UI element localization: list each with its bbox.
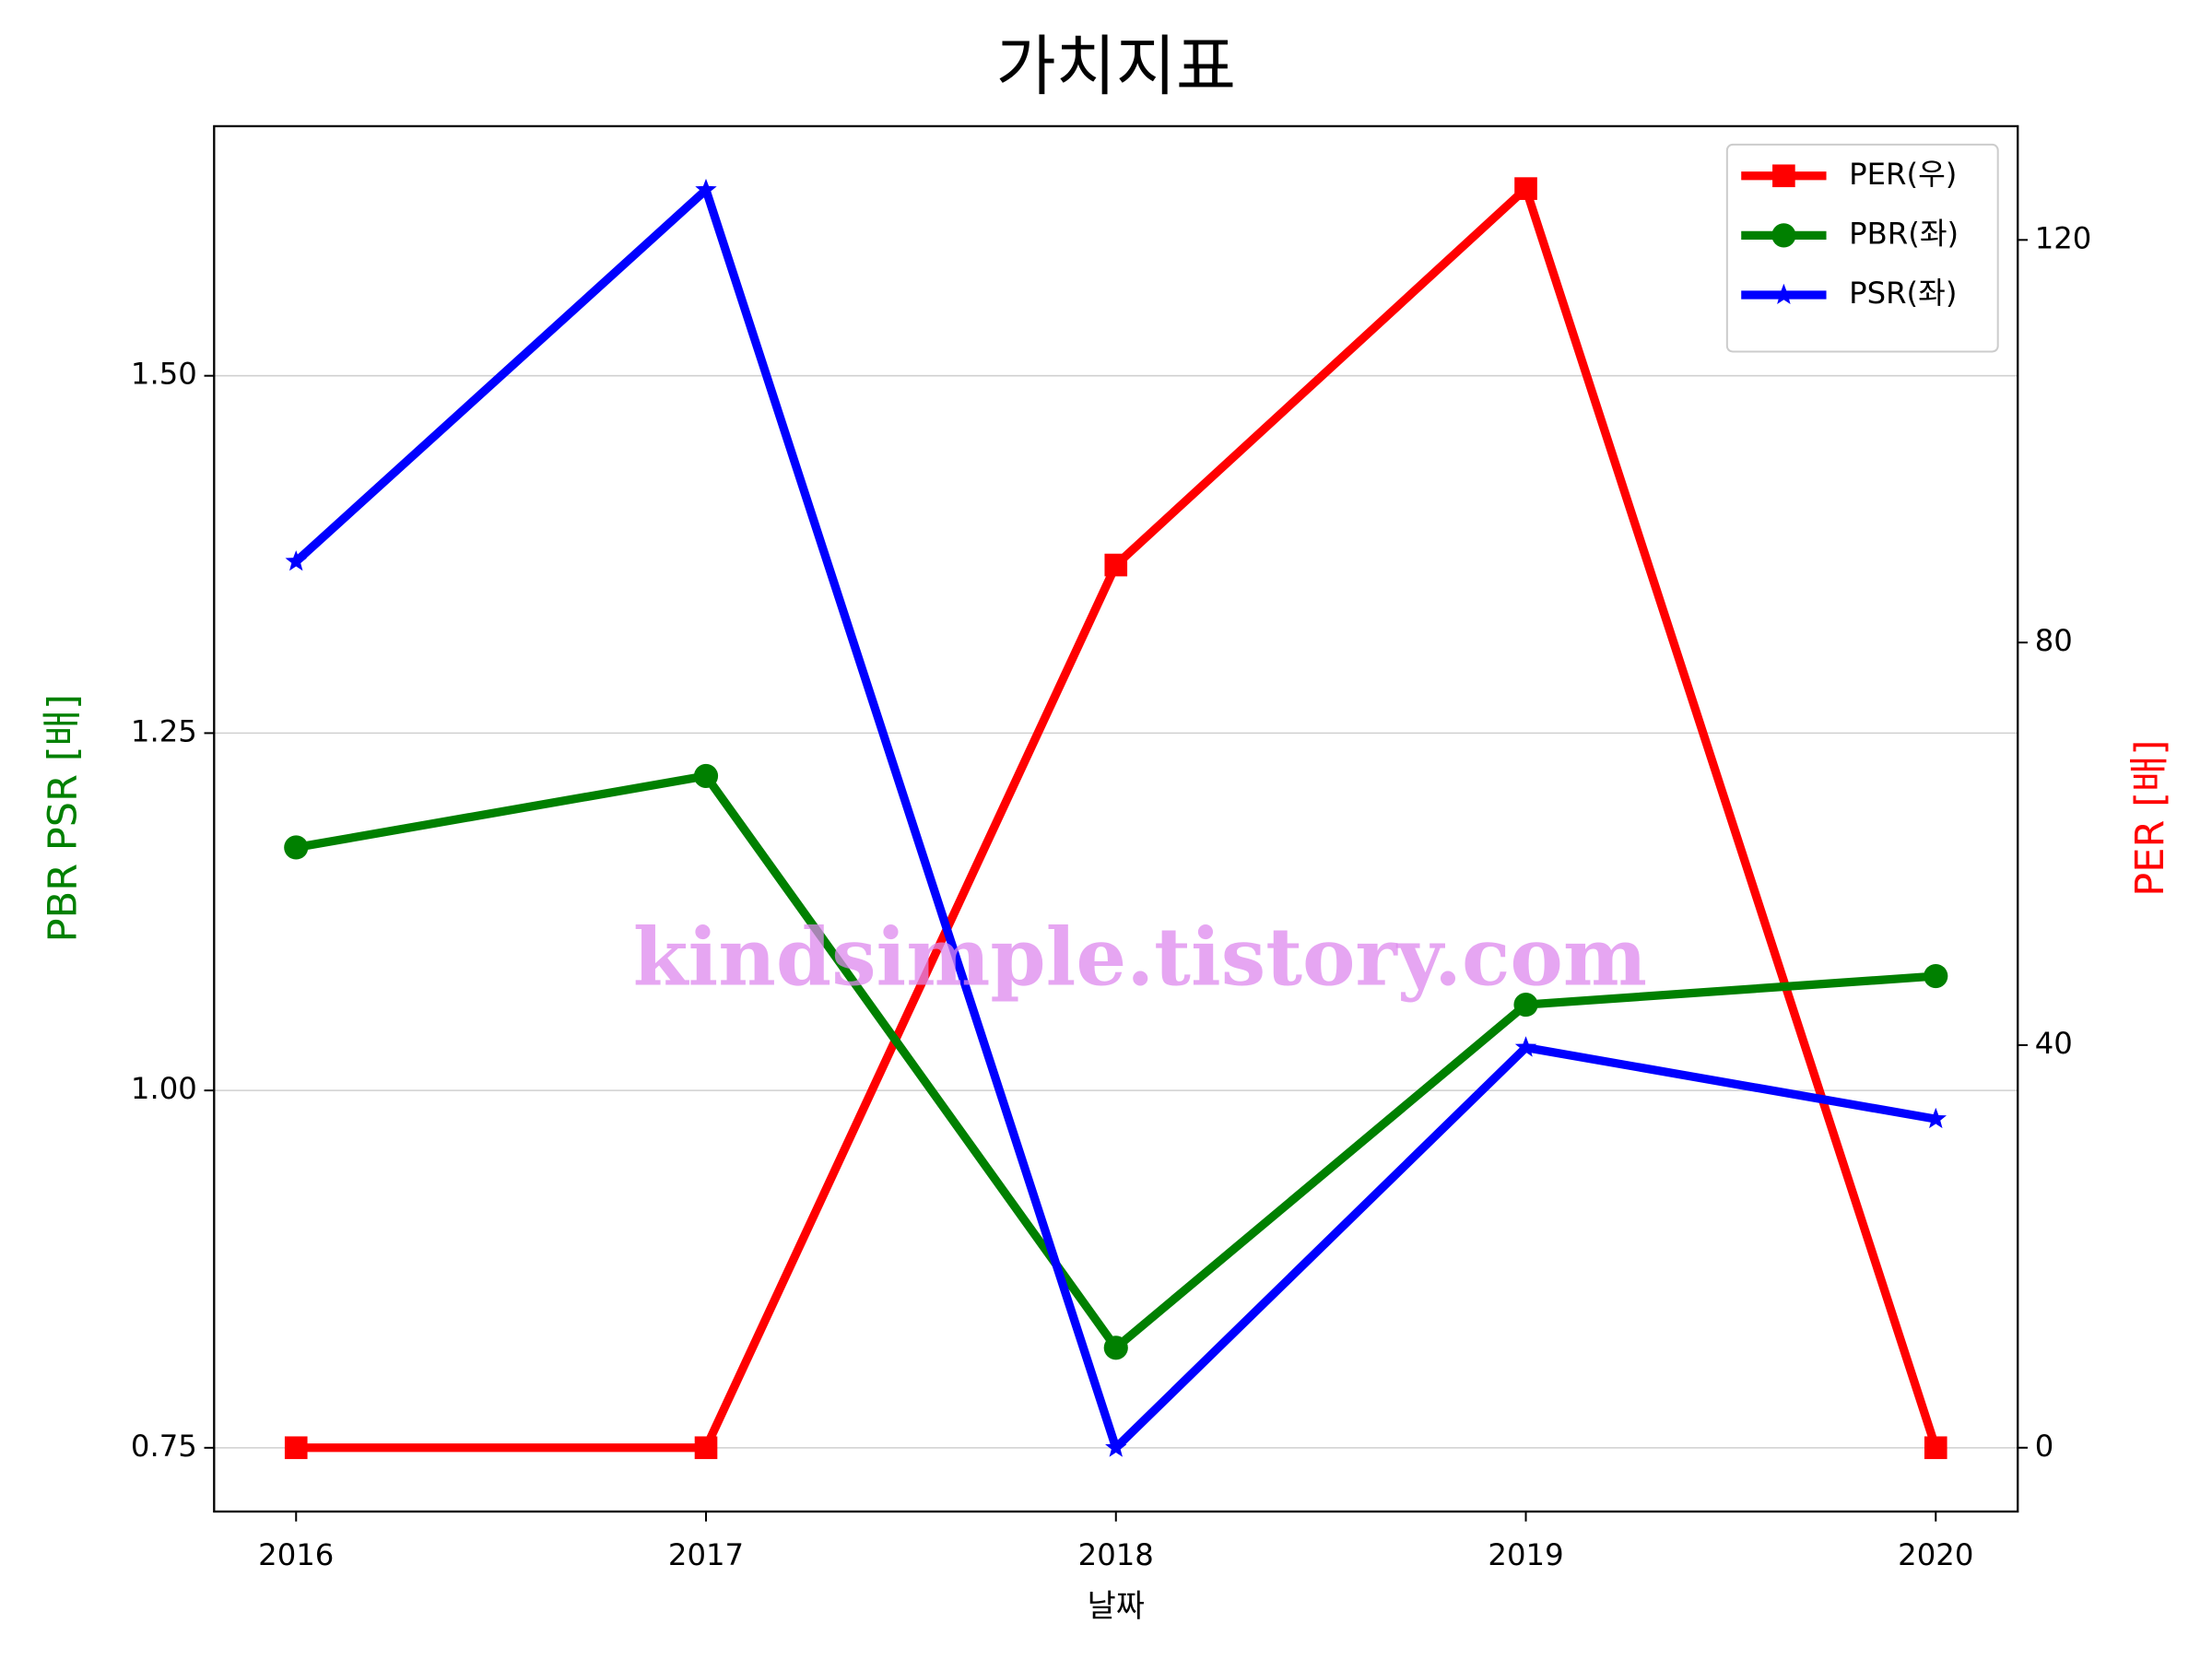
y-tick-label: 1.50 <box>131 357 197 392</box>
marker <box>1103 1335 1128 1360</box>
x-tick-label: 2016 <box>258 1537 334 1572</box>
legend-frame <box>1725 143 1999 353</box>
legend-marker <box>1772 164 1795 188</box>
y2-tick-label: 80 <box>2035 623 2073 658</box>
marker <box>1514 177 1537 200</box>
marker <box>694 1436 718 1460</box>
y-axis-label: PBR PSR [배] <box>40 694 86 942</box>
y2-tick-label: 40 <box>2035 1026 2073 1061</box>
y2-tick-label: 0 <box>2035 1429 2054 1464</box>
series <box>284 177 1947 1460</box>
marker <box>1104 553 1128 577</box>
y-tick-label: 0.75 <box>131 1429 197 1464</box>
chart-title: 가치지표 <box>996 28 1236 104</box>
marker <box>1105 1436 1127 1457</box>
marker <box>284 1436 308 1460</box>
marker <box>1514 1036 1537 1057</box>
legend-label: PSR(좌) <box>1849 276 1957 311</box>
x-tick-label: 2019 <box>1488 1537 1563 1572</box>
marker <box>1924 963 1948 989</box>
y-tick-label: 1.00 <box>131 1071 197 1106</box>
x-tick-label: 2017 <box>668 1537 744 1572</box>
watermark: kindsimple.tistory.com <box>633 912 1647 1005</box>
series <box>285 178 1947 1457</box>
legend-label: PER(우) <box>1849 157 1957 192</box>
marker <box>1924 1107 1947 1129</box>
y-tick-label: 1.25 <box>131 713 197 748</box>
marker <box>284 835 309 860</box>
legend-marker <box>1772 283 1795 304</box>
legend-marker <box>1771 223 1796 248</box>
x-axis-label: 날짜 <box>1088 1588 1145 1624</box>
marker <box>693 763 719 789</box>
marker <box>695 178 717 199</box>
marker <box>1513 992 1538 1018</box>
plot-lines <box>284 177 1948 1460</box>
series <box>284 763 1948 1360</box>
y2-tick-label: 120 <box>2035 220 2092 255</box>
y2-axis-label: PER [배] <box>2127 740 2173 897</box>
marker <box>1924 1436 1947 1460</box>
marker <box>285 550 307 571</box>
x-tick-label: 2018 <box>1078 1537 1154 1572</box>
x-tick-label: 2020 <box>1898 1537 1973 1572</box>
legend: PER(우) PBR(좌) PSR(좌) <box>1725 143 1999 353</box>
legend-label: PBR(좌) <box>1849 216 1959 251</box>
